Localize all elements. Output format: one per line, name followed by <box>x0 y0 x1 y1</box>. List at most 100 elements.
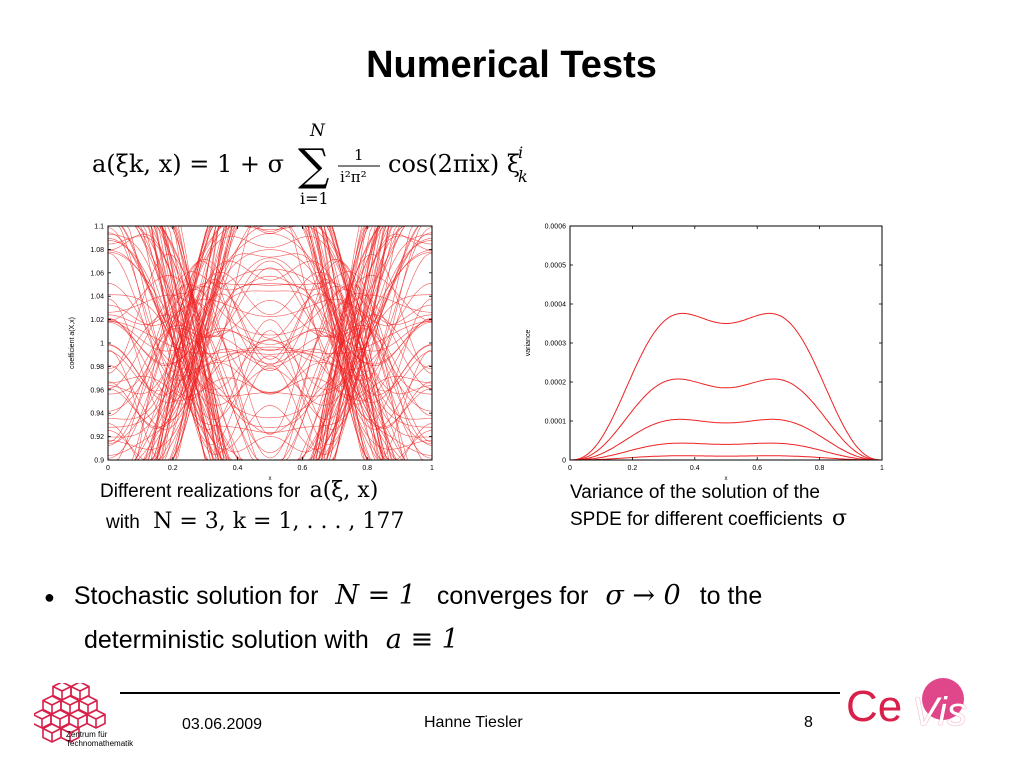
cevis-logo-ce: Ce <box>846 682 903 731</box>
footer-rule <box>120 692 840 694</box>
realization-line <box>107 238 433 430</box>
formula-rhs-sup: i <box>518 143 523 162</box>
realization-line <box>107 321 433 365</box>
formula-sum-sign: ∑ <box>298 140 329 191</box>
right-x-tick-label: 0.4 <box>690 465 700 472</box>
realization-line <box>107 233 433 453</box>
realization-line <box>108 225 432 461</box>
realization-line <box>107 227 433 395</box>
realization-line <box>107 279 433 395</box>
right-x-tick-label: 0 <box>568 465 572 472</box>
left-y-tick-label: 0.92 <box>90 434 104 441</box>
right-x-tick-label: 0.8 <box>815 465 825 472</box>
bullet-math3: a ≡ 1 <box>385 624 459 655</box>
realization-line <box>107 293 433 392</box>
coefficient-formula: a(ξk, x) = 1 + σ N ∑ i=1 1 i²π² cos(2πix… <box>92 121 528 208</box>
ztm-logo-line1: Zentrum für <box>66 730 108 739</box>
realization-line <box>107 299 433 417</box>
left-caption-math2: N = 3, k = 1, . . . , 177 <box>153 509 405 534</box>
realization-line <box>108 236 432 461</box>
left-y-tick-label: 1 <box>100 341 104 348</box>
variance-line-5 <box>570 455 882 461</box>
left-x-label: x <box>269 476 272 482</box>
footer-author: Hanne Tiesler <box>424 714 523 731</box>
realization-line <box>107 252 433 381</box>
realization-line <box>108 225 432 434</box>
left-x-ticks: 0 0.2 0.4 0.6 0.8 1 <box>106 226 434 472</box>
right-y-tick-label: 0.0001 <box>545 419 567 426</box>
left-y-ticks: 0.9 0.92 0.94 0.96 0.98 1 1.02 1.04 1.06 1.08 1.1 <box>90 224 432 465</box>
left-x-tick-label: 0.6 <box>298 465 308 472</box>
realization-line <box>107 285 433 412</box>
realization-line <box>107 253 433 428</box>
right-x-tick-label: 0.2 <box>628 465 638 472</box>
realization-line <box>107 284 433 421</box>
realization-line <box>108 225 432 433</box>
ztm-logo-cube <box>60 723 80 743</box>
left-y-tick-label: 1.06 <box>90 270 104 277</box>
bullet-text2: converges for <box>436 582 589 610</box>
left-caption-text2: with <box>106 512 140 533</box>
realization-line <box>107 267 433 443</box>
footer-page-number: 8 <box>804 714 813 731</box>
realization-line <box>107 251 433 419</box>
right-x-tick-label: 0.6 <box>752 465 762 472</box>
realization-line <box>107 257 433 403</box>
left-caption-text1: Different realizations for <box>100 481 301 502</box>
left-x-tick-label: 0.2 <box>168 465 178 472</box>
variance-line-4 <box>570 442 882 461</box>
realizations-lines <box>107 225 433 461</box>
ztm-logo-line2: Technomathematik <box>66 739 134 748</box>
realization-line <box>107 249 433 406</box>
realization-line <box>107 302 433 459</box>
right-y-label: variance <box>525 330 532 357</box>
variance-lines <box>570 312 882 461</box>
cevis-logo: Ce Vis <box>846 676 976 736</box>
right-x-ticks: 0 0.2 0.4 0.6 0.8 1 <box>568 226 884 472</box>
ztm-logo-cubes <box>34 683 106 743</box>
formula-frac-den: i²π² <box>340 168 367 186</box>
realization-line <box>108 282 432 461</box>
ztm-logo-cube <box>42 723 62 743</box>
right-x-tick-label: 1 <box>880 465 884 472</box>
ztm-logo-cube <box>86 709 106 729</box>
right-y-ticks: 0 0.0001 0.0002 0.0003 0.0004 0.0005 0.0006 <box>545 224 882 465</box>
right-caption-line1: Variance of the solution of the <box>570 482 820 503</box>
left-x-tick-label: 0 <box>106 465 110 472</box>
cevis-logo-circle <box>922 678 964 720</box>
right-y-tick-label: 0.0006 <box>545 224 567 231</box>
bullet-line-1: ● Stochastic solution for N = 1 converge… <box>44 580 762 611</box>
bullet-line-2: deterministic solution with a ≡ 1 <box>84 624 459 655</box>
left-y-tick-label: 1.04 <box>90 294 104 301</box>
variance-line-2 <box>570 378 882 461</box>
realization-line <box>107 298 433 446</box>
left-y-tick-label: 1.02 <box>90 317 104 324</box>
right-y-tick-label: 0.0002 <box>545 380 567 387</box>
bullet-math2: σ → 0 <box>605 580 681 611</box>
formula-sum-upper: N <box>309 121 326 141</box>
right-caption-line2: SPDE for different coefficients <box>570 509 823 530</box>
left-y-tick-label: 0.96 <box>90 387 104 394</box>
realization-line <box>107 321 433 354</box>
realization-line <box>108 225 432 461</box>
left-y-tick-label: 1.08 <box>90 247 104 254</box>
realization-line <box>107 232 433 397</box>
bullet-math1: N = 1 <box>335 580 416 611</box>
realization-line <box>107 258 433 459</box>
realization-line <box>107 290 433 396</box>
right-caption-math: σ <box>832 506 848 531</box>
realizations-chart: 0.90.920.940.960.9811.021.041.061.081.1 … <box>69 224 434 483</box>
realization-line <box>107 318 433 366</box>
bullet-text3: to the <box>699 582 763 610</box>
formula-rhs: cos(2πix) ξ <box>388 150 520 178</box>
right-y-tick-label: 0.0005 <box>545 263 567 270</box>
realization-line <box>107 268 433 444</box>
ztm-logo-cube <box>34 709 52 729</box>
realization-line <box>107 240 433 420</box>
left-x-tick-label: 0.8 <box>362 465 372 472</box>
cevis-logo-vis: Vis <box>912 690 967 734</box>
right-plot-frame <box>569 225 883 461</box>
realization-line <box>108 225 432 461</box>
bullet-text4: deterministic solution with <box>84 626 369 654</box>
